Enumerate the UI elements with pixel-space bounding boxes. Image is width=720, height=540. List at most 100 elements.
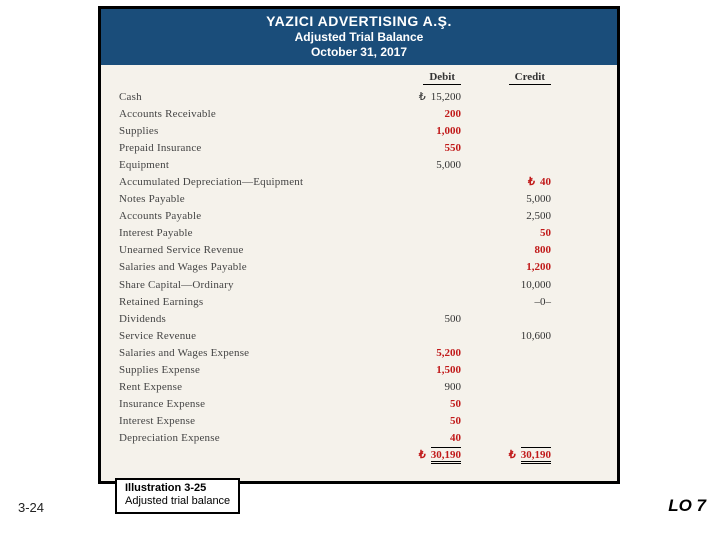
debit-amount <box>379 294 469 311</box>
credit-amount <box>469 379 559 396</box>
table-row: Supplies Expense1,500 <box>119 362 605 379</box>
table-row: Salaries and Wages Payable 1,200 <box>119 259 605 276</box>
debit-amount: 40 <box>379 430 469 447</box>
totals-row: ₺30,190 ₺30,190 <box>119 447 605 464</box>
debit-amount <box>379 328 469 345</box>
debit-header: Debit <box>423 71 461 85</box>
debit-amount <box>379 174 469 191</box>
debit-amount <box>379 277 469 294</box>
account-name: Supplies <box>119 123 379 140</box>
account-name: Accumulated Depreciation—Equipment <box>119 174 379 191</box>
table-row: Retained Earnings –0– <box>119 294 605 311</box>
table-row: Salaries and Wages Expense5,200 <box>119 345 605 362</box>
debit-amount: 5,000 <box>379 157 469 174</box>
account-name: Service Revenue <box>119 328 379 345</box>
account-name: Prepaid Insurance <box>119 140 379 157</box>
table-row: Equipment5,000 <box>119 157 605 174</box>
table-row: Unearned Service Revenue 800 <box>119 242 605 259</box>
statement-title: Adjusted Trial Balance <box>101 30 617 44</box>
credit-amount: 800 <box>469 242 559 259</box>
table-row: Insurance Expense50 <box>119 396 605 413</box>
table-row: Accumulated Depreciation—Equipment ₺40 <box>119 174 605 191</box>
illustration-label: Illustration 3-25 Adjusted trial balance <box>115 478 240 514</box>
credit-amount <box>469 362 559 379</box>
credit-amount <box>469 413 559 430</box>
credit-amount: ₺40 <box>469 174 559 191</box>
account-name: Notes Payable <box>119 191 379 208</box>
debit-amount: 50 <box>379 396 469 413</box>
account-name: Retained Earnings <box>119 294 379 311</box>
learning-objective: LO 7 <box>668 496 706 516</box>
table-row: Accounts Payable 2,500 <box>119 208 605 225</box>
debit-amount: 200 <box>379 106 469 123</box>
account-name: Interest Payable <box>119 225 379 242</box>
table-row: Cash₺15,200 <box>119 89 605 106</box>
credit-amount <box>469 157 559 174</box>
debit-amount: 5,200 <box>379 345 469 362</box>
table-row: Prepaid Insurance550 <box>119 140 605 157</box>
credit-amount: 50 <box>469 225 559 242</box>
table-row: Interest Payable 50 <box>119 225 605 242</box>
debit-amount <box>379 191 469 208</box>
account-name: Share Capital—Ordinary <box>119 277 379 294</box>
credit-amount <box>469 123 559 140</box>
account-name: Salaries and Wages Expense <box>119 345 379 362</box>
credit-amount <box>469 140 559 157</box>
trial-balance-table: Debit Credit Cash₺15,200Accounts Receiva… <box>101 65 617 468</box>
credit-amount: 2,500 <box>469 208 559 225</box>
credit-amount <box>469 345 559 362</box>
header-bar: YAZICI ADVERTISING A.Ş. Adjusted Trial B… <box>101 9 617 65</box>
credit-amount: 5,000 <box>469 191 559 208</box>
account-name: Supplies Expense <box>119 362 379 379</box>
credit-amount <box>469 430 559 447</box>
debit-amount <box>379 208 469 225</box>
debit-amount: 900 <box>379 379 469 396</box>
table-row: Notes Payable 5,000 <box>119 191 605 208</box>
debit-amount: ₺15,200 <box>379 89 469 106</box>
debit-amount: 1,500 <box>379 362 469 379</box>
account-name: Rent Expense <box>119 379 379 396</box>
account-name: Accounts Receivable <box>119 106 379 123</box>
debit-amount: 550 <box>379 140 469 157</box>
total-debit: 30,190 <box>431 447 461 464</box>
debit-amount: 500 <box>379 311 469 328</box>
illustration-title: Illustration 3-25 <box>125 482 230 495</box>
table-row: Service Revenue 10,600 <box>119 328 605 345</box>
credit-amount: 10,000 <box>469 277 559 294</box>
table-row: Dividends500 <box>119 311 605 328</box>
table-row: Rent Expense900 <box>119 379 605 396</box>
debit-amount <box>379 225 469 242</box>
debit-amount <box>379 242 469 259</box>
credit-amount: 1,200 <box>469 259 559 276</box>
statement-date: October 31, 2017 <box>101 45 617 59</box>
account-name: Dividends <box>119 311 379 328</box>
account-name: Accounts Payable <box>119 208 379 225</box>
page-number: 3-24 <box>18 500 44 515</box>
debit-amount <box>379 259 469 276</box>
trial-balance-frame: YAZICI ADVERTISING A.Ş. Adjusted Trial B… <box>98 6 620 484</box>
table-row: Supplies1,000 <box>119 123 605 140</box>
table-row: Share Capital—Ordinary 10,000 <box>119 277 605 294</box>
debit-amount: 50 <box>379 413 469 430</box>
credit-amount: –0– <box>469 294 559 311</box>
account-name: Cash <box>119 89 379 106</box>
credit-header: Credit <box>509 71 551 85</box>
debit-amount: 1,000 <box>379 123 469 140</box>
account-name: Unearned Service Revenue <box>119 242 379 259</box>
company-name: YAZICI ADVERTISING A.Ş. <box>101 13 617 29</box>
credit-amount: 10,600 <box>469 328 559 345</box>
illustration-caption: Adjusted trial balance <box>125 495 230 508</box>
account-name: Depreciation Expense <box>119 430 379 447</box>
credit-amount <box>469 396 559 413</box>
account-name: Insurance Expense <box>119 396 379 413</box>
table-row: Depreciation Expense40 <box>119 430 605 447</box>
account-name: Equipment <box>119 157 379 174</box>
credit-amount <box>469 311 559 328</box>
credit-amount <box>469 106 559 123</box>
account-name: Salaries and Wages Payable <box>119 259 379 276</box>
column-headers: Debit Credit <box>119 71 605 85</box>
credit-amount <box>469 89 559 106</box>
total-credit: 30,190 <box>521 447 551 464</box>
account-name: Interest Expense <box>119 413 379 430</box>
table-row: Accounts Receivable200 <box>119 106 605 123</box>
